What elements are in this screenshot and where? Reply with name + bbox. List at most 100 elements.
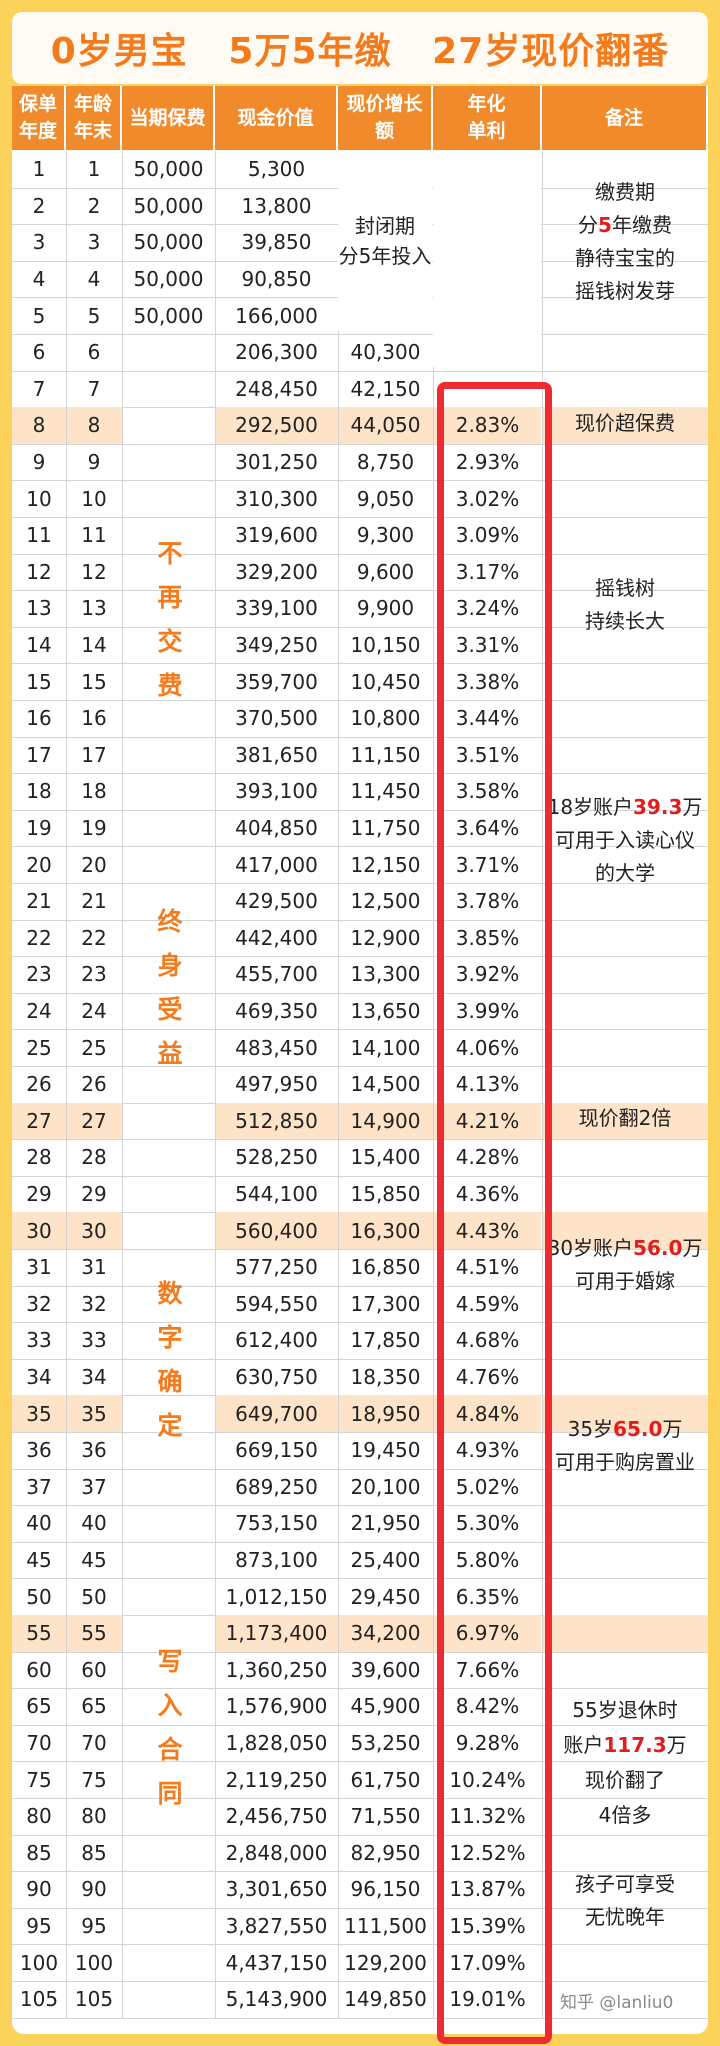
row-divider bbox=[12, 773, 708, 775]
table-cell-year: 95 bbox=[26, 1914, 52, 1939]
table-cell-cash: 753,150 bbox=[235, 1511, 318, 1536]
note-old-age: 孩子可享受 无忧晚年 bbox=[542, 1868, 708, 1934]
table-cell-age: 50 bbox=[81, 1584, 107, 1609]
table-cell-age: 100 bbox=[74, 1950, 114, 1975]
table-cell-year: 30 bbox=[26, 1218, 52, 1243]
table-cell-year: 1 bbox=[32, 157, 46, 182]
table-cell-cash: 873,100 bbox=[235, 1548, 318, 1573]
table-cell-year: 32 bbox=[26, 1291, 52, 1316]
table-cell-growth: 44,050 bbox=[350, 413, 421, 438]
note-text: 万 bbox=[662, 1417, 683, 1441]
rate-highlight-frame bbox=[437, 382, 552, 2044]
table-cell-growth: 18,950 bbox=[350, 1401, 421, 1426]
table-cell-age: 105 bbox=[74, 1987, 114, 2012]
table-cell-cash: 90,850 bbox=[241, 267, 312, 292]
note-line: 摇钱树发芽 bbox=[575, 279, 675, 303]
table-cell-cash: 248,450 bbox=[235, 376, 318, 401]
title-part-plan: 5万5年缴 bbox=[228, 31, 392, 72]
note-line: 可用于购房置业 bbox=[555, 1450, 695, 1474]
table-cell-rate: 13.87% bbox=[449, 1877, 526, 1902]
title-part-age: 0岁男宝 bbox=[50, 31, 188, 72]
table-cell-age: 9 bbox=[87, 450, 101, 475]
table-cell-age: 35 bbox=[81, 1401, 107, 1426]
table-cell-growth: 13,650 bbox=[350, 999, 421, 1024]
table-cell-premium bbox=[122, 1835, 215, 1872]
table-cell-growth: 9,900 bbox=[356, 596, 415, 621]
table-cell-age: 7 bbox=[87, 376, 101, 401]
note-retirement: 55岁退休时 账户117.3万 现价翻了 4倍多 bbox=[542, 1693, 708, 1833]
table-cell-cash: 370,500 bbox=[235, 706, 318, 731]
table-cell-year: 35 bbox=[26, 1401, 52, 1426]
table-cell-year: 55 bbox=[26, 1621, 52, 1646]
table-cell-age: 31 bbox=[81, 1255, 107, 1280]
highlight-row-bg bbox=[12, 1615, 122, 1652]
note-exceeds-premium: 现价超保费 bbox=[575, 411, 675, 435]
table-cell-cash: 339,100 bbox=[235, 596, 318, 621]
table-cell-cash: 577,250 bbox=[235, 1255, 318, 1280]
highlight-row-bg bbox=[542, 1102, 708, 1140]
row-divider bbox=[12, 626, 708, 628]
table-cell-growth: 129,200 bbox=[344, 1950, 427, 1975]
table-cell-year: 50 bbox=[26, 1584, 52, 1609]
note-text: 万 bbox=[682, 795, 703, 819]
table-cell-rate: 3.58% bbox=[455, 779, 520, 804]
table-cell-growth: 18,350 bbox=[350, 1365, 421, 1390]
table-cell-growth: 149,850 bbox=[344, 1987, 427, 2012]
table-cell-age: 16 bbox=[81, 706, 107, 731]
title-part-goal: 27岁现价翻番 bbox=[432, 31, 670, 72]
table-cell-growth: 12,150 bbox=[350, 852, 421, 877]
highlight-row-bg bbox=[542, 1395, 708, 1432]
table-cell-year: 20 bbox=[26, 852, 52, 877]
table-cell-premium: 50,000 bbox=[133, 193, 204, 218]
row-divider bbox=[12, 700, 708, 701]
table-cell-age: 80 bbox=[81, 1804, 107, 1829]
highlight-row-bg bbox=[542, 1212, 708, 1249]
row-divider bbox=[12, 553, 708, 555]
table-cell-cash: 442,400 bbox=[235, 925, 318, 950]
table-cell-rate: 10.24% bbox=[449, 1767, 526, 1792]
column-divider bbox=[542, 151, 543, 2018]
table-cell-age: 5 bbox=[87, 303, 101, 328]
table-cell-cash: 39,850 bbox=[241, 230, 312, 255]
note-tree-grows: 摇钱树 持续长大 bbox=[585, 576, 665, 633]
table-cell-rate: 4.28% bbox=[455, 1145, 520, 1170]
table-cell-premium bbox=[122, 1139, 215, 1176]
table-cell-premium: 50,000 bbox=[133, 303, 204, 328]
table-cell-rate: 3.24% bbox=[455, 596, 520, 621]
row-divider bbox=[12, 1249, 708, 1250]
table-cell-year: 15 bbox=[26, 669, 52, 694]
table-cell-cash: 1,576,900 bbox=[225, 1694, 328, 1719]
table-cell-age: 25 bbox=[81, 1035, 107, 1060]
table-cell-age: 36 bbox=[81, 1438, 107, 1463]
note-age-30: 30岁账户56.0万 可用于婚嫁 bbox=[542, 1232, 708, 1298]
column-header: 年龄 年末 bbox=[66, 86, 122, 150]
table-cell-cash: 3,827,550 bbox=[225, 1914, 328, 1939]
note-line: 分5年缴费 bbox=[542, 209, 708, 242]
row-divider bbox=[12, 1029, 708, 1031]
column-header: 现价增长 额 bbox=[338, 86, 433, 150]
table-cell-cash: 1,173,400 bbox=[225, 1621, 328, 1646]
table-cell-age: 95 bbox=[81, 1914, 107, 1939]
table-cell-premium bbox=[122, 1103, 215, 1140]
row-divider bbox=[12, 1871, 708, 1873]
table-cell-year: 17 bbox=[26, 742, 52, 767]
table-cell-age: 12 bbox=[81, 559, 107, 584]
table-cell-year: 11 bbox=[26, 523, 52, 548]
table-cell-year: 22 bbox=[26, 925, 52, 950]
table-cell-year: 85 bbox=[26, 1840, 52, 1865]
table-cell-cash: 497,950 bbox=[235, 1072, 318, 1097]
table-cell-growth: 13,300 bbox=[350, 962, 421, 987]
table-cell-growth: 17,850 bbox=[350, 1328, 421, 1353]
row-divider bbox=[12, 1981, 708, 1982]
table-cell-year: 9 bbox=[32, 450, 46, 475]
table-cell-cash: 2,456,750 bbox=[225, 1804, 328, 1829]
table-cell-growth: 15,850 bbox=[350, 1182, 421, 1207]
row-divider bbox=[12, 334, 708, 335]
row-divider bbox=[12, 663, 708, 665]
table-cell-cash: 669,150 bbox=[235, 1438, 318, 1463]
table-cell-year: 2 bbox=[32, 193, 46, 218]
table-cell-cash: 166,000 bbox=[235, 303, 318, 328]
table-cell-year: 19 bbox=[26, 816, 52, 841]
table-cell-year: 36 bbox=[26, 1438, 52, 1463]
table-cell-growth: 96,150 bbox=[350, 1877, 421, 1902]
